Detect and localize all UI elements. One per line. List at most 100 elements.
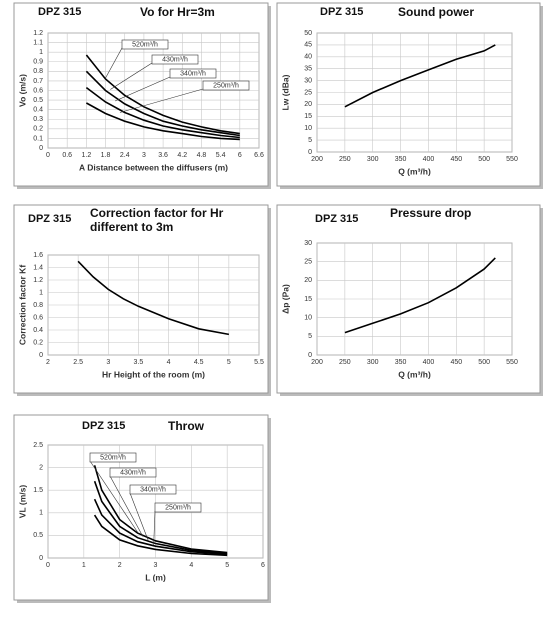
data-line bbox=[93, 498, 228, 556]
leader-line bbox=[89, 460, 138, 533]
y-tick-label: 25 bbox=[304, 259, 312, 266]
y-tick-label: 0.1 bbox=[33, 135, 43, 142]
y-tick-label: 1 bbox=[39, 49, 43, 56]
x-tick-label: 1.2 bbox=[81, 152, 91, 159]
legend-label: 520m³/h bbox=[100, 455, 126, 462]
y-axis-label: Lw (dBa) bbox=[280, 74, 290, 110]
x-tick-label: 4.8 bbox=[197, 152, 207, 159]
data-line bbox=[93, 480, 228, 555]
chart-label: DPZ 315 bbox=[38, 6, 82, 18]
x-axis-label: L (m) bbox=[145, 572, 166, 582]
data-line bbox=[85, 86, 240, 139]
legend-box bbox=[129, 484, 177, 495]
chart-label: DPZ 315 bbox=[315, 213, 359, 225]
x-tick-label: 4 bbox=[167, 359, 171, 366]
data-line bbox=[85, 54, 240, 135]
x-tick-label: 200 bbox=[311, 156, 323, 163]
x-tick-label: 250 bbox=[339, 359, 351, 366]
y-tick-label: 15 bbox=[304, 113, 312, 120]
y-tick-label: 35 bbox=[304, 66, 312, 73]
y-tick-label: 10 bbox=[304, 125, 312, 132]
x-tick-label: 6.6 bbox=[254, 152, 264, 159]
y-tick-label: 0 bbox=[39, 555, 43, 562]
x-tick-label: 0 bbox=[46, 562, 50, 569]
y-tick-label: 0.8 bbox=[33, 302, 43, 309]
x-axis-label: A Distance between the diffusers (m) bbox=[79, 162, 228, 172]
y-tick-label: 30 bbox=[304, 240, 312, 247]
y-tick-label: 0.6 bbox=[33, 87, 43, 94]
x-tick-label: 4.5 bbox=[194, 359, 204, 366]
chart-title: Throw bbox=[168, 419, 204, 433]
legend-label: 430m³/h bbox=[162, 57, 188, 64]
data-line bbox=[77, 260, 230, 336]
legend-label: 250m³/h bbox=[213, 83, 239, 90]
legend-box bbox=[169, 68, 217, 79]
y-axis-label: VL (m/s) bbox=[17, 485, 27, 519]
y-tick-label: 30 bbox=[304, 77, 312, 84]
y-tick-label: 0 bbox=[308, 352, 312, 359]
x-axis-label: Q (m³/h) bbox=[398, 166, 431, 176]
x-tick-label: 300 bbox=[367, 359, 379, 366]
y-tick-label: 15 bbox=[304, 296, 312, 303]
x-tick-label: 1.8 bbox=[101, 152, 111, 159]
y-tick-label: 0 bbox=[308, 149, 312, 156]
y-tick-label: 20 bbox=[304, 101, 312, 108]
y-tick-label: 45 bbox=[304, 42, 312, 49]
chart-title: Vo for Hr=3m bbox=[140, 5, 215, 19]
data-line bbox=[344, 44, 496, 108]
chart-title: Pressure drop bbox=[390, 206, 472, 220]
x-tick-label: 6 bbox=[261, 562, 265, 569]
y-tick-label: 50 bbox=[304, 30, 312, 37]
x-tick-label: 400 bbox=[423, 359, 435, 366]
y-tick-label: 1 bbox=[39, 289, 43, 296]
legend-box bbox=[109, 467, 157, 478]
x-tick-label: 0 bbox=[46, 152, 50, 159]
x-tick-label: 4 bbox=[189, 562, 193, 569]
x-tick-label: 0.6 bbox=[62, 152, 72, 159]
data-line bbox=[93, 465, 228, 554]
y-tick-label: 0.3 bbox=[33, 116, 43, 123]
x-tick-label: 450 bbox=[450, 359, 462, 366]
data-line bbox=[344, 257, 496, 334]
legend-box bbox=[154, 502, 202, 513]
y-tick-label: 0.6 bbox=[33, 314, 43, 321]
x-tick-label: 300 bbox=[367, 156, 379, 163]
x-tick-label: 550 bbox=[506, 359, 518, 366]
leader-line bbox=[119, 88, 204, 113]
chart-label: DPZ 315 bbox=[82, 420, 126, 432]
y-axis-label: Correction factor Kf bbox=[17, 265, 27, 345]
y-tick-label: 1.4 bbox=[33, 264, 43, 271]
y-tick-label: 0.5 bbox=[33, 97, 43, 104]
y-axis-label: Δp (Pa) bbox=[280, 284, 290, 314]
y-tick-label: 25 bbox=[304, 89, 312, 96]
y-tick-label: 0.4 bbox=[33, 327, 43, 334]
x-tick-label: 5.5 bbox=[254, 359, 264, 366]
y-tick-label: 2 bbox=[39, 464, 43, 471]
x-tick-label: 6 bbox=[238, 152, 242, 159]
x-tick-label: 5.4 bbox=[216, 152, 226, 159]
x-tick-label: 2 bbox=[118, 562, 122, 569]
leader-line bbox=[129, 492, 149, 541]
y-tick-label: 0.4 bbox=[33, 107, 43, 114]
y-tick-label: 0.2 bbox=[33, 126, 43, 133]
data-line bbox=[86, 102, 240, 141]
leader-line bbox=[153, 510, 156, 545]
x-tick-label: 5 bbox=[227, 359, 231, 366]
x-tick-label: 3.5 bbox=[134, 359, 144, 366]
x-tick-label: 3.6 bbox=[158, 152, 168, 159]
x-tick-label: 5 bbox=[225, 562, 229, 569]
legend-box bbox=[202, 80, 250, 91]
x-tick-label: 1 bbox=[82, 562, 86, 569]
y-tick-label: 1.6 bbox=[33, 252, 43, 259]
x-axis-label: Q (m³/h) bbox=[398, 369, 431, 379]
y-tick-label: 1.2 bbox=[33, 277, 43, 284]
chart-label: DPZ 315 bbox=[320, 6, 364, 18]
legend-label: 340m³/h bbox=[140, 487, 166, 494]
chart-title: Correction factor for Hr different to 3m bbox=[90, 206, 224, 234]
x-axis-label: Hr Height of the room (m) bbox=[102, 369, 205, 379]
leader-line bbox=[110, 62, 153, 90]
legend-label: 430m³/h bbox=[120, 470, 146, 477]
x-tick-label: 350 bbox=[395, 156, 407, 163]
